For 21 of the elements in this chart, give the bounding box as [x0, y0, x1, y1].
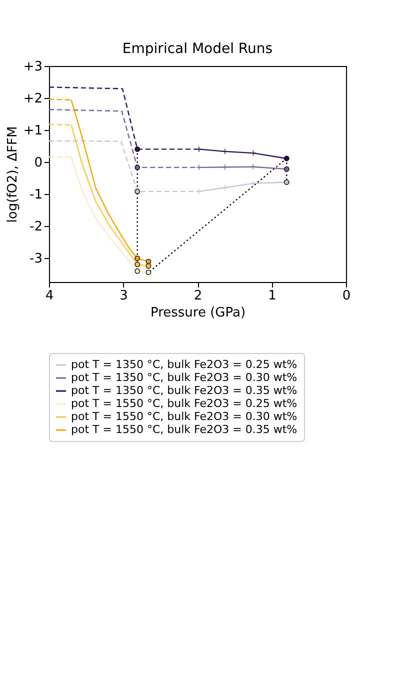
x-tick-label: 3 [120, 288, 128, 304]
x-axis-title: Pressure (GPa) [150, 306, 246, 320]
legend-label: pot T = 1350 °C, bulk Fe2O3 = 0.30 wt% [71, 371, 298, 384]
x-tick-label: 2 [194, 288, 202, 304]
x-tick-label: 1 [268, 288, 276, 304]
y-tick-label: +3 [23, 60, 42, 74]
y-tick-label: -2 [30, 220, 42, 234]
chart-title: Empirical Model Runs [122, 41, 273, 57]
y-tick-label: +1 [23, 124, 42, 138]
y-tick-label: -3 [30, 252, 42, 266]
x-tick-label: 0 [342, 288, 351, 304]
legend-label: pot T = 1350 °C, bulk Fe2O3 = 0.35 wt% [71, 384, 298, 397]
legend-label: pot T = 1550 °C, bulk Fe2O3 = 0.30 wt% [71, 410, 298, 423]
legend-label: pot T = 1550 °C, bulk Fe2O3 = 0.35 wt% [71, 423, 298, 436]
y-axis-title: log(fO2), ΔFFM [5, 126, 20, 223]
y-tick-label: -1 [30, 188, 42, 202]
legend-label: pot T = 1350 °C, bulk Fe2O3 = 0.25 wt% [71, 358, 298, 371]
legend-label: pot T = 1550 °C, bulk Fe2O3 = 0.25 wt% [71, 397, 298, 410]
y-tick-label: +2 [23, 92, 42, 106]
x-tick-label: 4 [45, 288, 54, 304]
y-tick-label: 0 [34, 156, 42, 170]
